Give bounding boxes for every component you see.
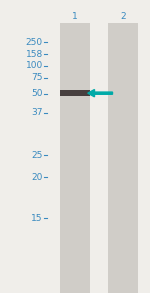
- Text: 50: 50: [31, 89, 43, 98]
- Text: 2: 2: [120, 12, 126, 21]
- Text: 75: 75: [31, 73, 43, 82]
- Bar: [60, 90, 90, 96]
- Text: 25: 25: [31, 151, 43, 160]
- Text: 100: 100: [26, 62, 43, 70]
- Bar: [60, 23, 90, 293]
- FancyArrow shape: [88, 90, 112, 97]
- Text: 37: 37: [31, 108, 43, 117]
- Text: 250: 250: [26, 38, 43, 47]
- Text: 158: 158: [26, 50, 43, 59]
- Bar: [108, 23, 138, 293]
- Text: 15: 15: [31, 214, 43, 223]
- Text: 20: 20: [31, 173, 43, 182]
- Text: 1: 1: [72, 12, 78, 21]
